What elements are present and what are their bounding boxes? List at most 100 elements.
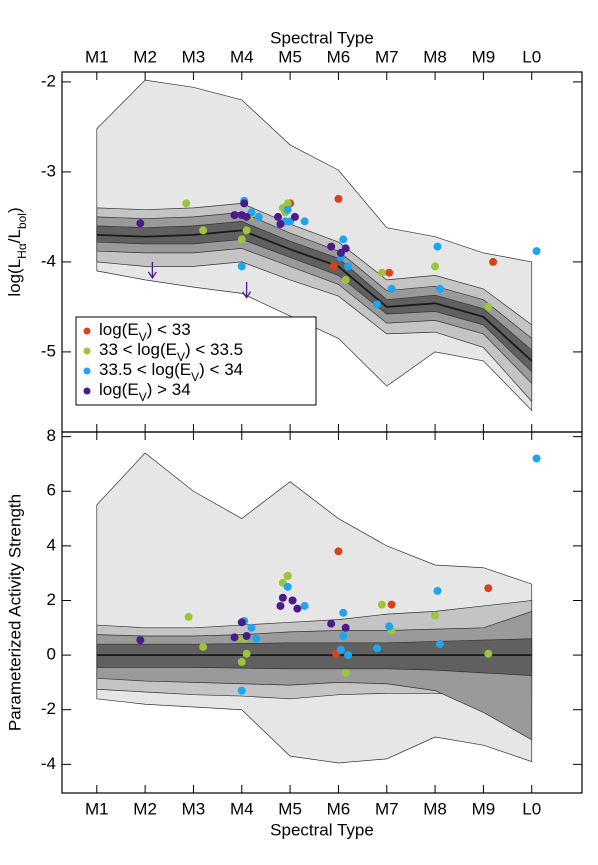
data-point — [532, 454, 541, 463]
data-point — [344, 651, 353, 660]
x-tick-label: M6 — [327, 47, 351, 66]
data-point — [237, 657, 246, 666]
data-point — [385, 268, 394, 277]
data-point — [136, 219, 145, 228]
data-point — [387, 284, 396, 293]
data-point — [276, 220, 285, 229]
x-tick-label: M2 — [133, 47, 157, 66]
y-tick-label: 8 — [47, 426, 56, 445]
x-tick-label: M7 — [375, 47, 399, 66]
data-point — [336, 645, 345, 654]
data-point — [334, 547, 343, 556]
x-tick-label: M4 — [230, 47, 254, 66]
data-point — [435, 284, 444, 293]
data-point — [240, 199, 249, 208]
x-tick-label: L0 — [522, 799, 541, 818]
data-point — [373, 644, 382, 653]
median-line — [96, 229, 533, 362]
x-tick-label: M6 — [327, 799, 351, 818]
x-tick-label: M8 — [423, 47, 447, 66]
data-point — [484, 649, 493, 658]
data-point — [199, 226, 208, 235]
plot-area — [96, 79, 541, 412]
plot-area — [96, 452, 541, 764]
legend-label: 33 < log(EV) < 33.5 — [99, 340, 243, 364]
data-point — [387, 600, 396, 609]
data-point — [242, 226, 251, 235]
y-axis-label: log(LHα/Lbol) — [5, 207, 29, 296]
data-point — [431, 611, 440, 620]
y-tick-label: -4 — [41, 754, 56, 773]
x-tick-label: M3 — [182, 47, 206, 66]
data-point — [290, 212, 299, 221]
x-tick-label: M4 — [230, 799, 254, 818]
data-point — [230, 211, 239, 220]
data-point — [242, 212, 251, 221]
data-point — [136, 636, 145, 645]
data-point — [435, 640, 444, 649]
data-point — [339, 235, 348, 244]
data-point — [230, 633, 239, 642]
data-point — [341, 244, 350, 253]
y-tick-label: -2 — [41, 699, 56, 718]
data-point — [252, 634, 261, 643]
data-point — [489, 257, 498, 266]
data-point — [431, 262, 440, 271]
data-point — [242, 649, 251, 658]
data-point — [433, 242, 442, 251]
y-tick-label: 4 — [47, 535, 56, 554]
data-point — [274, 212, 283, 221]
data-point — [276, 601, 285, 610]
data-point — [377, 600, 386, 609]
x-tick-label: M5 — [278, 47, 302, 66]
x-tick-label: M1 — [85, 799, 109, 818]
y-axis-label: Parameterized Activity Strength — [5, 494, 24, 731]
data-point — [283, 582, 292, 591]
x-tick-label: M8 — [423, 799, 447, 818]
data-point — [339, 608, 348, 617]
legend-marker — [83, 347, 91, 355]
legend-label: log(EV) > 34 — [99, 380, 191, 404]
data-point — [182, 199, 191, 208]
data-point — [237, 618, 246, 627]
data-point — [329, 262, 338, 271]
data-point — [237, 686, 246, 695]
legend-box — [75, 316, 317, 406]
data-point — [247, 623, 256, 632]
data-point — [300, 217, 309, 226]
data-point — [283, 199, 292, 208]
x-tick-label: M2 — [133, 799, 157, 818]
y-tick-label: -2 — [41, 71, 56, 90]
data-point — [433, 586, 442, 595]
data-point — [339, 631, 348, 640]
data-point — [532, 247, 541, 256]
x-tick-label: M1 — [85, 47, 109, 66]
data-point — [377, 268, 386, 277]
data-point — [237, 235, 246, 244]
data-point — [341, 623, 350, 632]
data-point — [327, 242, 336, 251]
y-tick-label: -3 — [41, 161, 56, 180]
y-tick-label: -5 — [41, 341, 56, 360]
y-tick-label: -4 — [41, 251, 56, 270]
x-tick-label: M9 — [472, 47, 496, 66]
data-point — [300, 601, 309, 610]
x-tick-label: M9 — [472, 799, 496, 818]
x-tick-label: M7 — [375, 799, 399, 818]
data-point — [288, 596, 297, 605]
x-axis-label: Spectral Type — [270, 28, 374, 47]
x-axis-label: Spectral Type — [270, 820, 374, 839]
y-tick-label: 6 — [47, 481, 56, 500]
upper-limit-arrow — [242, 281, 252, 299]
data-point — [283, 205, 292, 214]
data-point — [237, 262, 246, 271]
data-point — [484, 302, 493, 311]
data-point — [184, 612, 193, 621]
data-point — [484, 584, 493, 593]
data-point — [327, 619, 336, 628]
x-tick-label: M5 — [278, 799, 302, 818]
x-tick-label: M3 — [182, 799, 206, 818]
data-point — [278, 593, 287, 602]
upper-limit-arrow — [147, 261, 157, 280]
